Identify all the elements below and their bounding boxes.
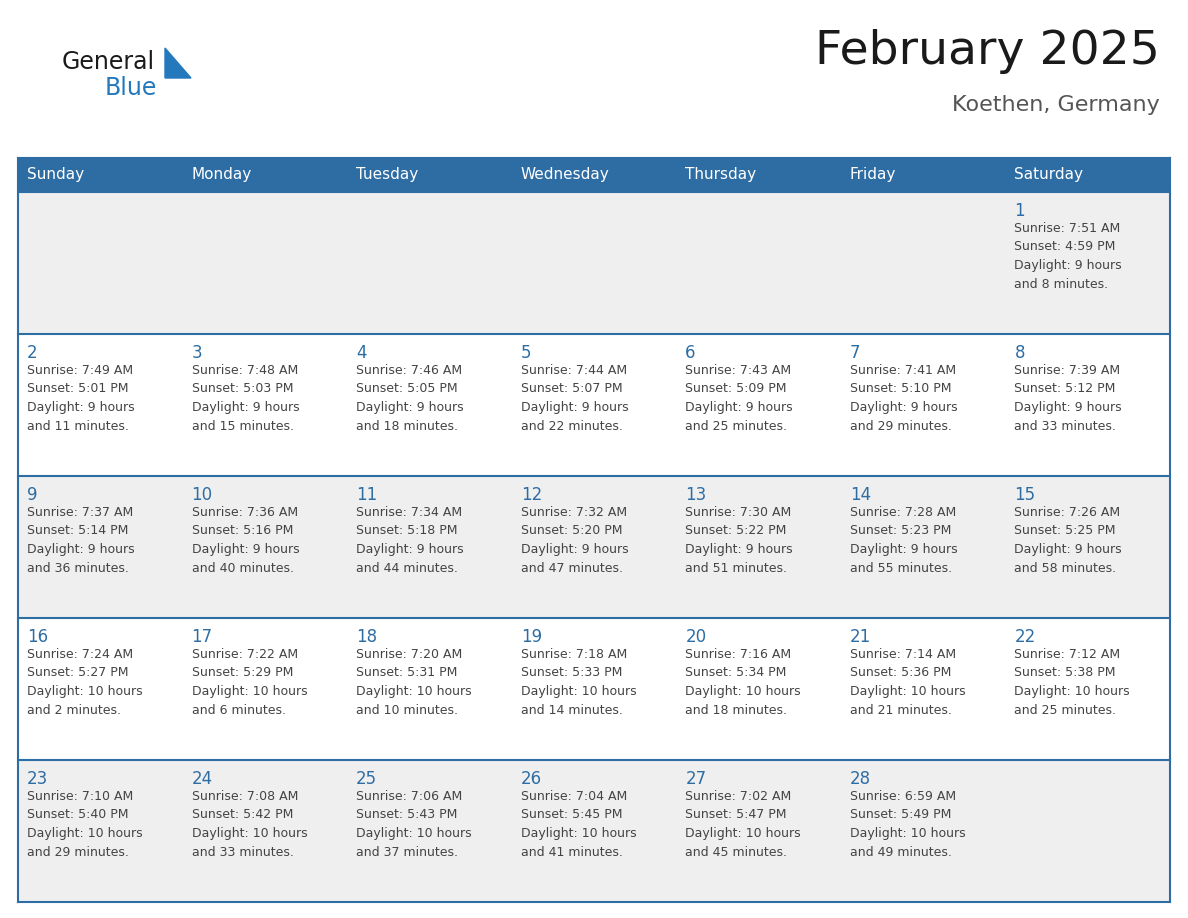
Text: 1: 1	[1015, 202, 1025, 220]
Text: Sunrise: 7:36 AM
Sunset: 5:16 PM
Daylight: 9 hours
and 40 minutes.: Sunrise: 7:36 AM Sunset: 5:16 PM Dayligh…	[191, 506, 299, 575]
Text: Sunrise: 7:51 AM
Sunset: 4:59 PM
Daylight: 9 hours
and 8 minutes.: Sunrise: 7:51 AM Sunset: 4:59 PM Dayligh…	[1015, 222, 1121, 290]
Bar	[676, 158, 841, 192]
Text: 5: 5	[520, 344, 531, 362]
Bar	[512, 158, 676, 192]
Text: Sunrise: 7:02 AM
Sunset: 5:47 PM
Daylight: 10 hours
and 45 minutes.: Sunrise: 7:02 AM Sunset: 5:47 PM Dayligh…	[685, 790, 801, 858]
Text: 17: 17	[191, 628, 213, 646]
Text: Thursday: Thursday	[685, 167, 757, 183]
Text: Sunrise: 7:20 AM
Sunset: 5:31 PM
Daylight: 10 hours
and 10 minutes.: Sunrise: 7:20 AM Sunset: 5:31 PM Dayligh…	[356, 648, 472, 717]
Text: Sunday: Sunday	[27, 167, 84, 183]
Text: Sunrise: 7:48 AM
Sunset: 5:03 PM
Daylight: 9 hours
and 15 minutes.: Sunrise: 7:48 AM Sunset: 5:03 PM Dayligh…	[191, 364, 299, 432]
Bar	[18, 476, 1170, 618]
Text: Sunrise: 7:12 AM
Sunset: 5:38 PM
Daylight: 10 hours
and 25 minutes.: Sunrise: 7:12 AM Sunset: 5:38 PM Dayligh…	[1015, 648, 1130, 717]
Text: 26: 26	[520, 770, 542, 788]
Text: Monday: Monday	[191, 167, 252, 183]
Text: Sunrise: 7:18 AM
Sunset: 5:33 PM
Daylight: 10 hours
and 14 minutes.: Sunrise: 7:18 AM Sunset: 5:33 PM Dayligh…	[520, 648, 637, 717]
Text: Sunrise: 7:43 AM
Sunset: 5:09 PM
Daylight: 9 hours
and 25 minutes.: Sunrise: 7:43 AM Sunset: 5:09 PM Dayligh…	[685, 364, 792, 432]
Text: Sunrise: 7:37 AM
Sunset: 5:14 PM
Daylight: 9 hours
and 36 minutes.: Sunrise: 7:37 AM Sunset: 5:14 PM Dayligh…	[27, 506, 134, 575]
Bar	[1005, 158, 1170, 192]
Text: Sunrise: 7:22 AM
Sunset: 5:29 PM
Daylight: 10 hours
and 6 minutes.: Sunrise: 7:22 AM Sunset: 5:29 PM Dayligh…	[191, 648, 308, 717]
Text: 22: 22	[1015, 628, 1036, 646]
Bar	[18, 618, 1170, 760]
Text: Sunrise: 7:32 AM
Sunset: 5:20 PM
Daylight: 9 hours
and 47 minutes.: Sunrise: 7:32 AM Sunset: 5:20 PM Dayligh…	[520, 506, 628, 575]
Text: Tuesday: Tuesday	[356, 167, 418, 183]
Text: Sunrise: 7:28 AM
Sunset: 5:23 PM
Daylight: 9 hours
and 55 minutes.: Sunrise: 7:28 AM Sunset: 5:23 PM Dayligh…	[849, 506, 958, 575]
Bar	[347, 158, 512, 192]
Text: 23: 23	[27, 770, 49, 788]
Text: Sunrise: 7:16 AM
Sunset: 5:34 PM
Daylight: 10 hours
and 18 minutes.: Sunrise: 7:16 AM Sunset: 5:34 PM Dayligh…	[685, 648, 801, 717]
Text: Sunrise: 7:26 AM
Sunset: 5:25 PM
Daylight: 9 hours
and 58 minutes.: Sunrise: 7:26 AM Sunset: 5:25 PM Dayligh…	[1015, 506, 1121, 575]
Text: Sunrise: 7:46 AM
Sunset: 5:05 PM
Daylight: 9 hours
and 18 minutes.: Sunrise: 7:46 AM Sunset: 5:05 PM Dayligh…	[356, 364, 463, 432]
Text: Sunrise: 7:06 AM
Sunset: 5:43 PM
Daylight: 10 hours
and 37 minutes.: Sunrise: 7:06 AM Sunset: 5:43 PM Dayligh…	[356, 790, 472, 858]
Text: Sunrise: 7:04 AM
Sunset: 5:45 PM
Daylight: 10 hours
and 41 minutes.: Sunrise: 7:04 AM Sunset: 5:45 PM Dayligh…	[520, 790, 637, 858]
Text: Sunrise: 7:30 AM
Sunset: 5:22 PM
Daylight: 9 hours
and 51 minutes.: Sunrise: 7:30 AM Sunset: 5:22 PM Dayligh…	[685, 506, 792, 575]
Bar	[841, 158, 1005, 192]
Text: General: General	[62, 50, 156, 74]
Text: 14: 14	[849, 486, 871, 504]
Text: 24: 24	[191, 770, 213, 788]
Text: 28: 28	[849, 770, 871, 788]
Bar	[18, 334, 1170, 476]
Text: Koethen, Germany: Koethen, Germany	[953, 95, 1159, 115]
Text: 4: 4	[356, 344, 367, 362]
Bar	[18, 192, 1170, 334]
Text: 11: 11	[356, 486, 378, 504]
Text: Sunrise: 7:14 AM
Sunset: 5:36 PM
Daylight: 10 hours
and 21 minutes.: Sunrise: 7:14 AM Sunset: 5:36 PM Dayligh…	[849, 648, 966, 717]
Text: 12: 12	[520, 486, 542, 504]
Text: Sunrise: 7:41 AM
Sunset: 5:10 PM
Daylight: 9 hours
and 29 minutes.: Sunrise: 7:41 AM Sunset: 5:10 PM Dayligh…	[849, 364, 958, 432]
Text: Sunrise: 7:44 AM
Sunset: 5:07 PM
Daylight: 9 hours
and 22 minutes.: Sunrise: 7:44 AM Sunset: 5:07 PM Dayligh…	[520, 364, 628, 432]
Text: 8: 8	[1015, 344, 1025, 362]
Text: 19: 19	[520, 628, 542, 646]
Text: 2: 2	[27, 344, 38, 362]
Text: Sunrise: 7:49 AM
Sunset: 5:01 PM
Daylight: 9 hours
and 11 minutes.: Sunrise: 7:49 AM Sunset: 5:01 PM Dayligh…	[27, 364, 134, 432]
Bar	[183, 158, 347, 192]
Text: Wednesday: Wednesday	[520, 167, 609, 183]
Text: 25: 25	[356, 770, 378, 788]
Text: Sunrise: 7:08 AM
Sunset: 5:42 PM
Daylight: 10 hours
and 33 minutes.: Sunrise: 7:08 AM Sunset: 5:42 PM Dayligh…	[191, 790, 308, 858]
Text: 16: 16	[27, 628, 49, 646]
Text: 7: 7	[849, 344, 860, 362]
Text: 27: 27	[685, 770, 707, 788]
Text: Sunrise: 7:10 AM
Sunset: 5:40 PM
Daylight: 10 hours
and 29 minutes.: Sunrise: 7:10 AM Sunset: 5:40 PM Dayligh…	[27, 790, 143, 858]
Text: Sunrise: 6:59 AM
Sunset: 5:49 PM
Daylight: 10 hours
and 49 minutes.: Sunrise: 6:59 AM Sunset: 5:49 PM Dayligh…	[849, 790, 966, 858]
Text: Sunrise: 7:24 AM
Sunset: 5:27 PM
Daylight: 10 hours
and 2 minutes.: Sunrise: 7:24 AM Sunset: 5:27 PM Dayligh…	[27, 648, 143, 717]
Text: 3: 3	[191, 344, 202, 362]
Text: 15: 15	[1015, 486, 1036, 504]
Text: Blue: Blue	[105, 76, 157, 100]
Text: 20: 20	[685, 628, 707, 646]
Text: 18: 18	[356, 628, 378, 646]
Text: Sunrise: 7:34 AM
Sunset: 5:18 PM
Daylight: 9 hours
and 44 minutes.: Sunrise: 7:34 AM Sunset: 5:18 PM Dayligh…	[356, 506, 463, 575]
Text: Saturday: Saturday	[1015, 167, 1083, 183]
Text: 21: 21	[849, 628, 871, 646]
Polygon shape	[165, 48, 191, 78]
Bar	[18, 760, 1170, 902]
Text: 10: 10	[191, 486, 213, 504]
Text: 13: 13	[685, 486, 707, 504]
Text: February 2025: February 2025	[815, 29, 1159, 74]
Bar	[18, 158, 183, 192]
Text: 9: 9	[27, 486, 38, 504]
Text: 6: 6	[685, 344, 696, 362]
Text: Friday: Friday	[849, 167, 896, 183]
Text: Sunrise: 7:39 AM
Sunset: 5:12 PM
Daylight: 9 hours
and 33 minutes.: Sunrise: 7:39 AM Sunset: 5:12 PM Dayligh…	[1015, 364, 1121, 432]
